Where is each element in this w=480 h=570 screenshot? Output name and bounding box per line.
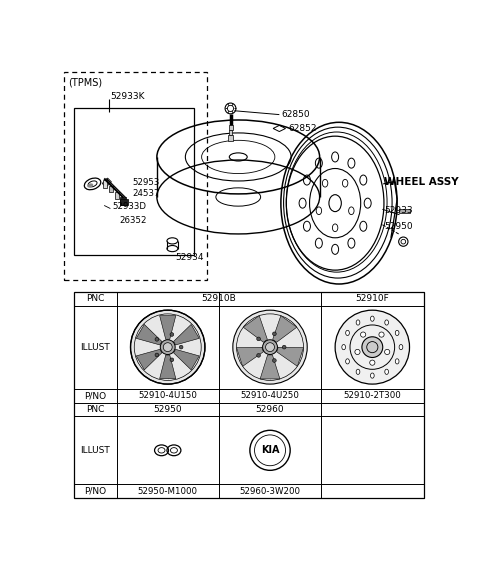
Bar <box>115 192 119 198</box>
Text: P/NO: P/NO <box>84 487 106 496</box>
Ellipse shape <box>395 359 399 364</box>
Bar <box>120 197 126 205</box>
Circle shape <box>360 332 366 337</box>
Polygon shape <box>237 347 264 367</box>
Ellipse shape <box>342 344 346 350</box>
Circle shape <box>155 337 159 341</box>
Bar <box>229 125 233 130</box>
Bar <box>74 292 424 498</box>
Text: 26352: 26352 <box>120 217 147 225</box>
Bar <box>120 200 128 205</box>
Ellipse shape <box>87 184 93 188</box>
Bar <box>228 136 233 141</box>
Circle shape <box>355 349 360 355</box>
Polygon shape <box>243 316 267 342</box>
Text: P/NO: P/NO <box>84 391 106 400</box>
Bar <box>103 180 107 188</box>
Ellipse shape <box>346 359 349 364</box>
Circle shape <box>282 345 286 349</box>
Text: 52950-M1000: 52950-M1000 <box>138 487 198 496</box>
Text: 52933D: 52933D <box>112 202 146 211</box>
Polygon shape <box>260 355 280 379</box>
Text: 52934: 52934 <box>176 253 204 262</box>
Ellipse shape <box>356 320 360 325</box>
Text: 52950: 52950 <box>154 405 182 414</box>
Circle shape <box>335 310 409 384</box>
Bar <box>399 209 410 213</box>
Text: 52910B: 52910B <box>202 294 236 303</box>
Polygon shape <box>136 324 162 345</box>
Polygon shape <box>174 324 199 345</box>
Circle shape <box>155 353 159 357</box>
Circle shape <box>233 310 307 384</box>
Circle shape <box>131 310 205 384</box>
Circle shape <box>273 359 276 363</box>
Polygon shape <box>273 316 297 342</box>
Text: ILLUST: ILLUST <box>80 343 110 352</box>
Circle shape <box>370 360 375 365</box>
Ellipse shape <box>356 369 360 374</box>
Circle shape <box>379 332 384 337</box>
Circle shape <box>179 345 183 349</box>
Text: 62850: 62850 <box>281 110 310 119</box>
Ellipse shape <box>371 316 374 321</box>
Circle shape <box>163 343 172 352</box>
Ellipse shape <box>399 344 403 350</box>
Circle shape <box>170 333 174 336</box>
Ellipse shape <box>371 373 374 378</box>
Bar <box>229 130 232 136</box>
Text: WHEEL ASSY: WHEEL ASSY <box>384 177 458 188</box>
Bar <box>109 186 113 192</box>
Text: 52960-3W200: 52960-3W200 <box>240 487 300 496</box>
Circle shape <box>257 337 261 341</box>
Ellipse shape <box>395 331 399 336</box>
Ellipse shape <box>346 331 349 336</box>
Circle shape <box>170 358 174 361</box>
Text: ILLUST: ILLUST <box>80 446 110 455</box>
Polygon shape <box>136 349 162 370</box>
Polygon shape <box>160 355 176 378</box>
Text: 52950: 52950 <box>384 222 413 231</box>
Text: 52960: 52960 <box>256 405 284 414</box>
Polygon shape <box>276 347 303 367</box>
Circle shape <box>362 337 383 357</box>
Text: 62852: 62852 <box>288 124 317 133</box>
Circle shape <box>273 332 276 336</box>
Bar <box>64 72 207 280</box>
Text: PNC: PNC <box>86 405 104 414</box>
Circle shape <box>160 340 175 355</box>
Polygon shape <box>160 316 176 339</box>
Text: (TPMS): (TPMS) <box>69 78 103 87</box>
Ellipse shape <box>385 320 388 325</box>
Circle shape <box>384 349 390 355</box>
Text: KIA: KIA <box>261 445 279 455</box>
Bar <box>74 108 194 255</box>
Circle shape <box>257 353 261 357</box>
Text: 52910-4U150: 52910-4U150 <box>138 391 197 400</box>
Text: 52910-4U250: 52910-4U250 <box>240 391 300 400</box>
Polygon shape <box>174 349 199 370</box>
Text: 52910-2T300: 52910-2T300 <box>344 391 401 400</box>
Bar <box>102 178 111 188</box>
Circle shape <box>263 340 277 355</box>
Text: 52933: 52933 <box>384 206 413 215</box>
Text: 52953: 52953 <box>132 178 159 187</box>
Text: 52933K: 52933K <box>110 92 145 101</box>
Circle shape <box>265 343 275 352</box>
Text: PNC: PNC <box>86 294 104 303</box>
Ellipse shape <box>385 369 388 374</box>
Text: 52910F: 52910F <box>356 294 389 303</box>
Text: 24537: 24537 <box>132 189 159 198</box>
